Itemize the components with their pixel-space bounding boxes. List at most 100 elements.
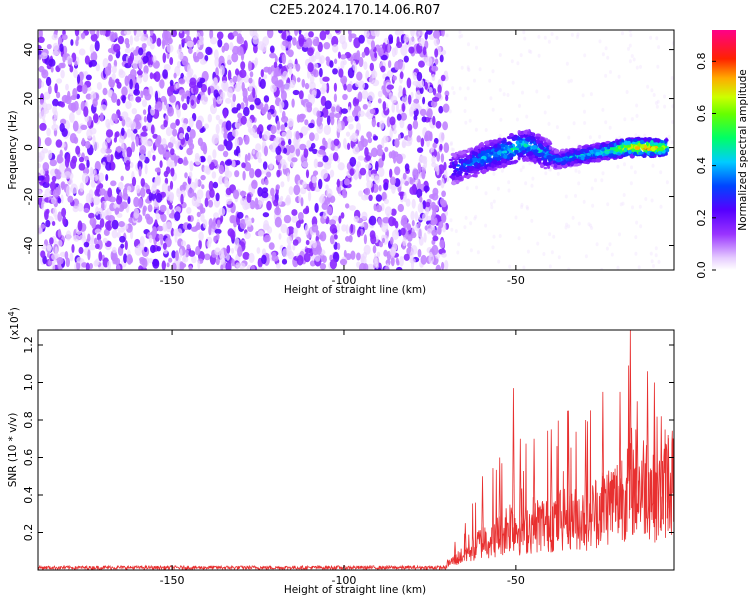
heat-cell xyxy=(66,55,73,65)
svg-text:(x104): (x104) xyxy=(7,307,21,340)
heat-cell xyxy=(429,194,435,199)
heat-cell xyxy=(464,215,468,220)
y-tick-label: 0.8 xyxy=(22,411,35,429)
heat-cell xyxy=(72,205,79,213)
heat-cell xyxy=(180,240,187,247)
heat-cell xyxy=(608,150,615,155)
heat-cell xyxy=(616,140,620,145)
heat-cell xyxy=(261,107,267,115)
heat-cell xyxy=(610,146,614,150)
heat-cell xyxy=(650,259,654,264)
heat-cell xyxy=(434,164,440,172)
heat-cell xyxy=(305,37,313,48)
heat-cell xyxy=(309,132,315,142)
heat-cell xyxy=(292,89,300,96)
heat-cell xyxy=(329,224,337,234)
heat-cell xyxy=(271,251,277,258)
heat-cell xyxy=(406,77,412,89)
heat-cell xyxy=(471,174,478,178)
heat-cell xyxy=(188,117,194,128)
heat-cell xyxy=(254,97,261,106)
heat-cell xyxy=(146,36,153,47)
heat-cell xyxy=(117,145,122,153)
heat-cell xyxy=(520,134,524,139)
heat-cell xyxy=(189,77,197,86)
heat-cell xyxy=(46,244,52,252)
heat-cell xyxy=(613,151,617,155)
heat-cell xyxy=(286,35,293,41)
heat-cell xyxy=(221,80,228,91)
heat-cell xyxy=(280,195,284,201)
heat-cell xyxy=(60,62,66,69)
heat-cell xyxy=(317,41,323,53)
heat-cell xyxy=(548,146,553,150)
heat-cell xyxy=(304,82,310,90)
heat-cell xyxy=(375,107,379,114)
heat-cell xyxy=(311,89,317,99)
heat-cell xyxy=(191,255,197,264)
heat-cell xyxy=(154,219,158,227)
heat-cell xyxy=(577,221,581,226)
heat-cell xyxy=(375,263,379,270)
heat-cell xyxy=(352,145,360,155)
heat-cell xyxy=(214,228,222,234)
heat-cell xyxy=(514,149,519,154)
heat-cell xyxy=(381,221,389,233)
heat-cell xyxy=(653,138,658,143)
heat-cell xyxy=(250,264,255,270)
heat-cell xyxy=(331,35,339,47)
heat-cell xyxy=(338,68,344,78)
heat-cell xyxy=(595,157,602,163)
heat-cell xyxy=(39,150,45,161)
heat-cell xyxy=(479,144,485,149)
heat-cell xyxy=(244,217,248,224)
heat-cell xyxy=(508,264,512,269)
heat-cell xyxy=(308,31,314,38)
heat-cell xyxy=(473,216,477,221)
heat-cell xyxy=(352,60,356,71)
heat-cell xyxy=(280,140,286,146)
heat-cell xyxy=(134,55,142,64)
heat-cell xyxy=(660,140,664,144)
heat-cell xyxy=(60,101,65,108)
heat-cell xyxy=(524,181,528,186)
heat-cell xyxy=(671,41,674,46)
heat-cell xyxy=(491,107,495,112)
heat-cell xyxy=(194,178,199,187)
heat-cell xyxy=(626,143,632,148)
heat-cell xyxy=(417,227,423,238)
heat-cell xyxy=(523,36,527,41)
snr-scale-close: ) xyxy=(9,307,21,311)
heat-cell xyxy=(430,214,435,225)
heat-cell xyxy=(567,224,571,229)
heat-cell xyxy=(88,61,93,68)
heat-cell xyxy=(129,121,137,130)
heat-cell xyxy=(398,85,403,94)
heat-cell xyxy=(374,52,378,59)
heat-cell xyxy=(159,79,165,89)
heat-cell xyxy=(320,168,328,180)
heat-cell xyxy=(411,198,416,209)
heat-cell xyxy=(589,92,593,97)
heat-cell xyxy=(256,151,262,160)
heat-cell xyxy=(480,159,485,164)
heat-cell xyxy=(124,240,128,251)
heat-cell xyxy=(621,201,625,206)
heat-cell xyxy=(356,71,363,81)
heat-cell xyxy=(420,202,424,213)
y-tick-label: -20 xyxy=(22,188,35,206)
heat-cell xyxy=(291,98,295,108)
heat-cell xyxy=(132,128,138,134)
heat-cell xyxy=(435,120,442,129)
heat-cell xyxy=(342,188,347,199)
heat-cell xyxy=(38,36,45,43)
heat-cell xyxy=(232,93,236,103)
heat-cell xyxy=(518,137,523,141)
heat-cell xyxy=(307,47,314,57)
heat-cell xyxy=(556,155,560,158)
heat-cell xyxy=(166,159,174,167)
heat-cell xyxy=(105,215,112,221)
heat-cell xyxy=(508,145,514,148)
heat-cell xyxy=(256,127,261,135)
heat-cell xyxy=(516,61,520,66)
